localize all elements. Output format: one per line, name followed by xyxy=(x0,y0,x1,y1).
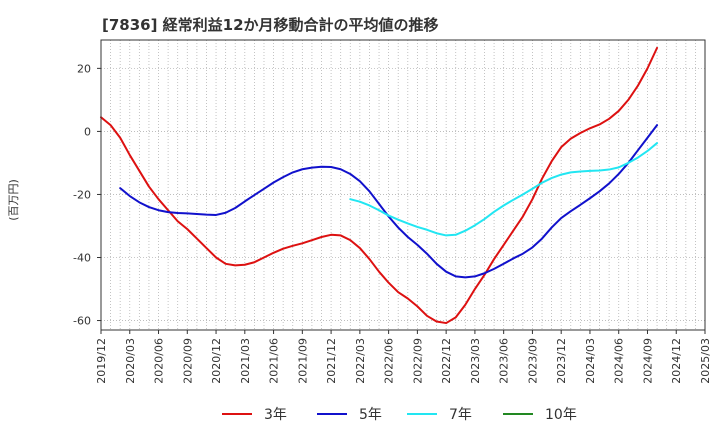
legend-label: 5年 xyxy=(359,407,382,423)
y-tick-label: -40 xyxy=(73,252,91,265)
legend-label: 10年 xyxy=(545,407,577,423)
axis-layer: 20 0 -20 -40 -60 2019/12 2020/03 2020/06 2020/09… xyxy=(73,39,712,384)
x-tick-label: 2022/12 xyxy=(440,338,453,384)
series-layer xyxy=(100,46,659,325)
x-tick-label: 2023/03 xyxy=(469,338,482,384)
x-tick-label: 2024/03 xyxy=(584,338,597,384)
x-tick-label: 2020/03 xyxy=(124,338,137,384)
grid-layer xyxy=(101,40,705,330)
x-tick-label: 2021/12 xyxy=(325,338,338,384)
x-tick-label: 2021/03 xyxy=(239,338,252,384)
x-tick-label: 2024/09 xyxy=(641,338,654,384)
x-tick-label: 2020/09 xyxy=(181,338,194,384)
legend: 3年 5年 7年 10年 xyxy=(222,407,577,423)
legend-label: 7年 xyxy=(449,407,472,423)
x-tick-label: 2020/06 xyxy=(153,338,166,384)
y-tick-label: 20 xyxy=(77,62,91,75)
y-tick-label: 0 xyxy=(84,125,91,138)
x-tick-label: 2019/12 xyxy=(95,338,108,384)
x-tick-label: 2022/09 xyxy=(411,338,424,384)
plot-frame xyxy=(100,39,706,331)
chart-title: [7836] 経常利益12か月移動合計の平均値の推移 xyxy=(102,16,439,34)
x-tick-label: 2023/12 xyxy=(555,338,568,384)
x-tick-label: 2025/03 xyxy=(699,338,712,384)
series-line-0 xyxy=(100,46,659,325)
x-tick-label: 2024/06 xyxy=(613,338,626,384)
y-axis-label: (百万円) xyxy=(7,179,20,221)
x-tick-label: 2022/06 xyxy=(383,338,396,384)
legend-label: 3年 xyxy=(264,407,287,423)
y-tick-label: -20 xyxy=(73,188,91,201)
x-tick-label: 2022/03 xyxy=(354,338,367,384)
x-tick-label: 2024/12 xyxy=(670,338,683,384)
x-tick-label: 2023/09 xyxy=(526,338,539,384)
series-line-2 xyxy=(349,142,659,237)
x-tick-label: 2021/09 xyxy=(296,338,309,384)
x-tick-label: 2020/12 xyxy=(210,338,223,384)
x-tick-label: 2021/06 xyxy=(268,338,281,384)
series-line-1 xyxy=(119,124,659,279)
x-tick-label: 2023/06 xyxy=(498,338,511,384)
y-tick-label: -60 xyxy=(73,315,91,328)
